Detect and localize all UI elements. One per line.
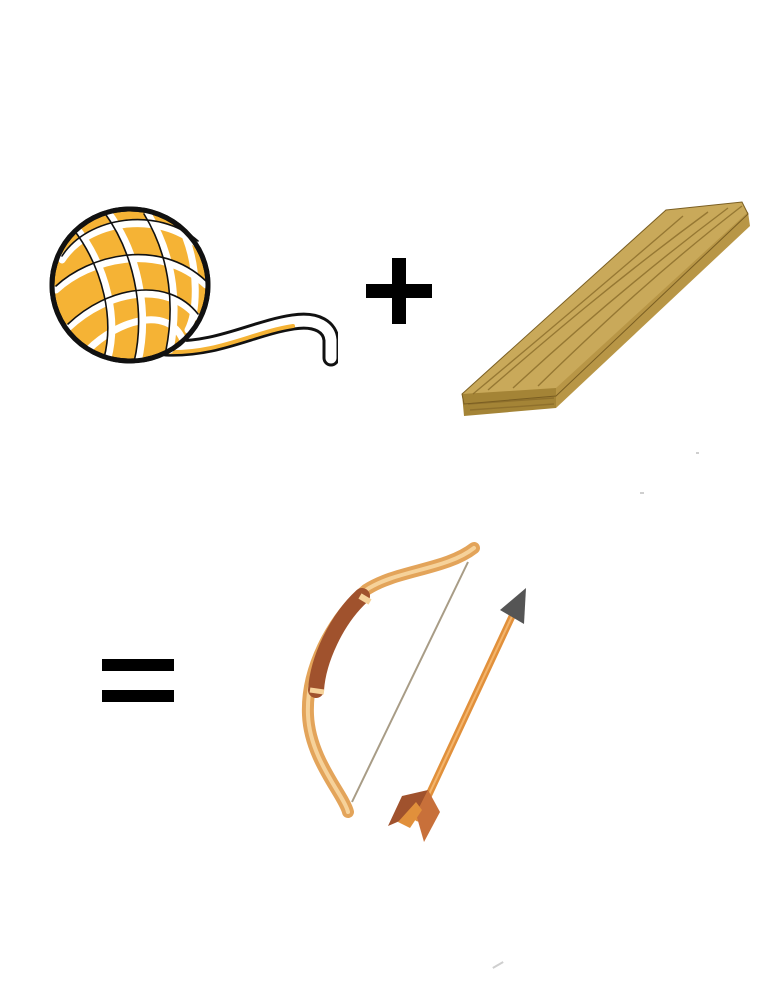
equals-sign [102,656,176,706]
speck-mark [696,452,699,454]
wood-plank-icon [458,198,754,420]
arrow-icon [380,582,540,850]
bow-icon [296,540,486,825]
speck-mark [492,961,504,969]
yarn-ball-icon [48,200,338,385]
plus-sign [366,258,434,326]
speck-mark [640,492,644,494]
